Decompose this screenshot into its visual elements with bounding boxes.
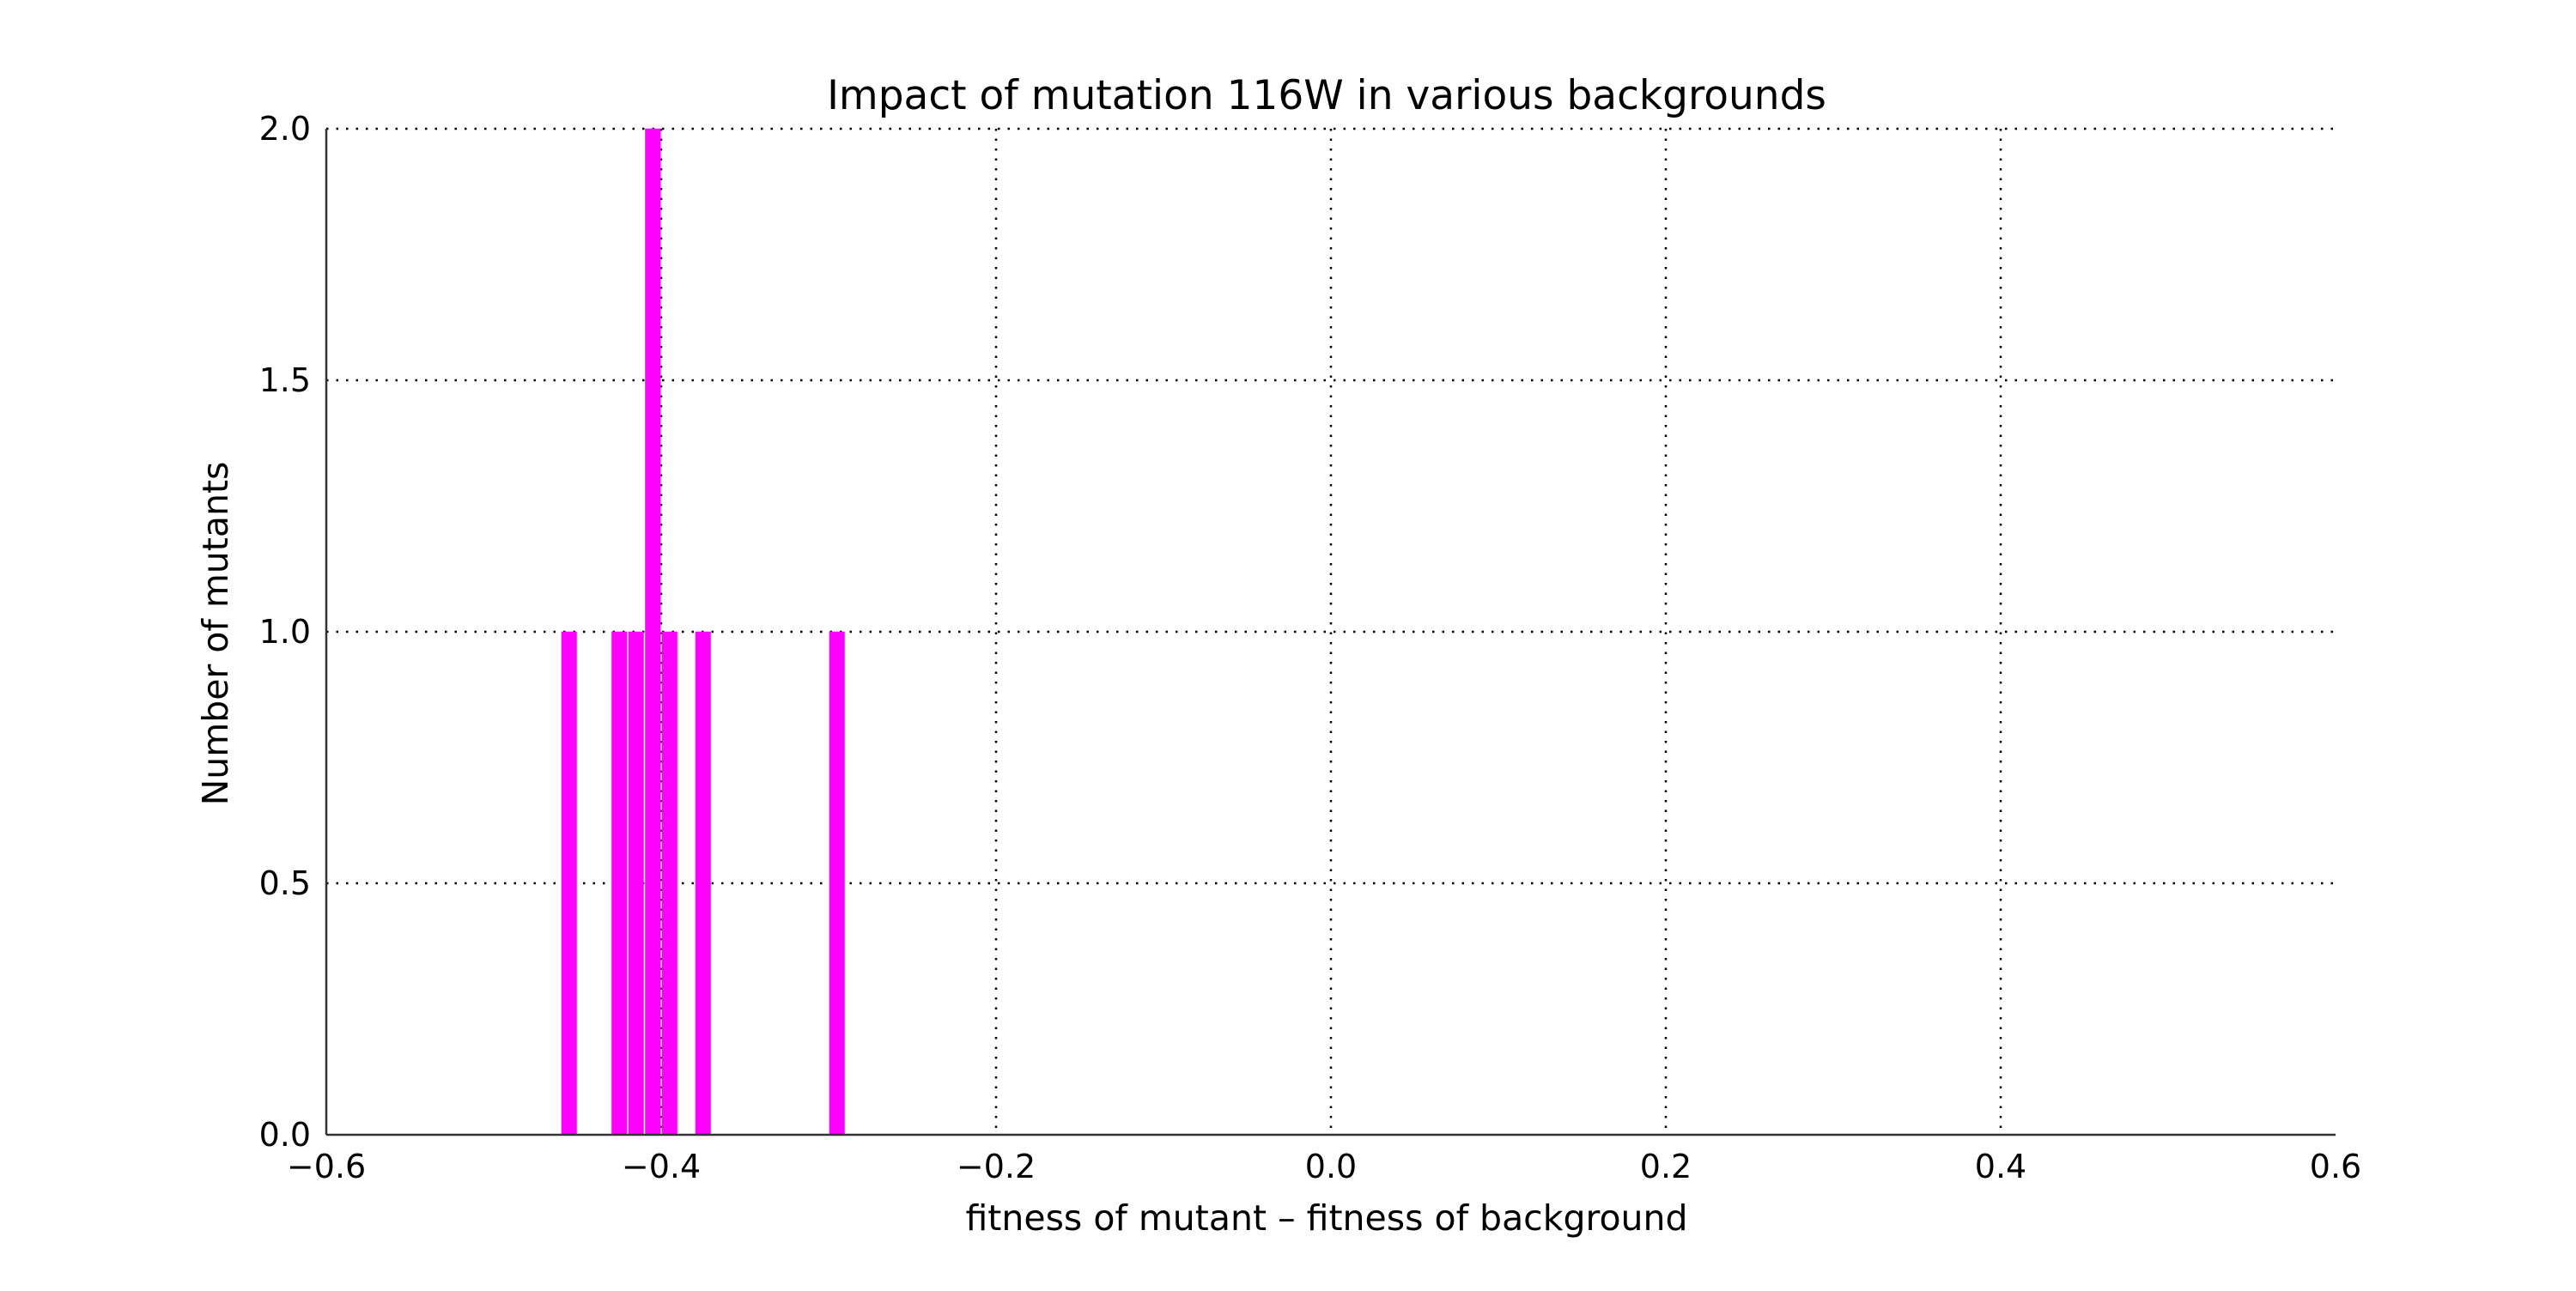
x-tick-label: 0.0: [1305, 1148, 1357, 1185]
x-axis-label: fitness of mutant – fitness of backgroun…: [965, 1197, 1687, 1239]
histogram-bar: [661, 631, 677, 1136]
x-tick-label: 0.2: [1640, 1148, 1692, 1185]
y-tick-label: 0.5: [259, 864, 311, 902]
histogram-bar: [628, 631, 644, 1136]
y-tick-label: 2.0: [259, 110, 311, 148]
grid-lines: [326, 127, 2336, 1135]
x-tick-label: 0.4: [1975, 1148, 2026, 1185]
y-tick-labels: 0.0 0.5 1.0 1.5 2.0: [259, 110, 311, 1154]
histogram-bar: [695, 631, 711, 1136]
histogram-bar: [561, 631, 577, 1136]
y-tick-label: 0.0: [259, 1116, 311, 1154]
x-tick-label: −0.4: [622, 1148, 701, 1185]
y-tick-label: 1.5: [259, 361, 311, 399]
histogram-bar: [829, 631, 845, 1136]
chart-title: Impact of mutation 116W in various backg…: [827, 72, 1826, 119]
x-tick-label: 0.6: [2310, 1148, 2361, 1185]
y-axis-label: Number of mutants: [195, 462, 236, 806]
x-tick-labels: −0.6 −0.4 −0.2 0.0 0.2 0.4 0.6: [287, 1148, 2361, 1185]
histogram-bar: [611, 631, 628, 1136]
bars: [561, 128, 845, 1136]
axes: [325, 129, 2336, 1136]
x-tick-label: −0.6: [287, 1148, 366, 1185]
x-tick-label: −0.2: [957, 1148, 1036, 1185]
histogram-bar: [645, 128, 661, 1136]
y-tick-label: 1.0: [259, 613, 311, 651]
